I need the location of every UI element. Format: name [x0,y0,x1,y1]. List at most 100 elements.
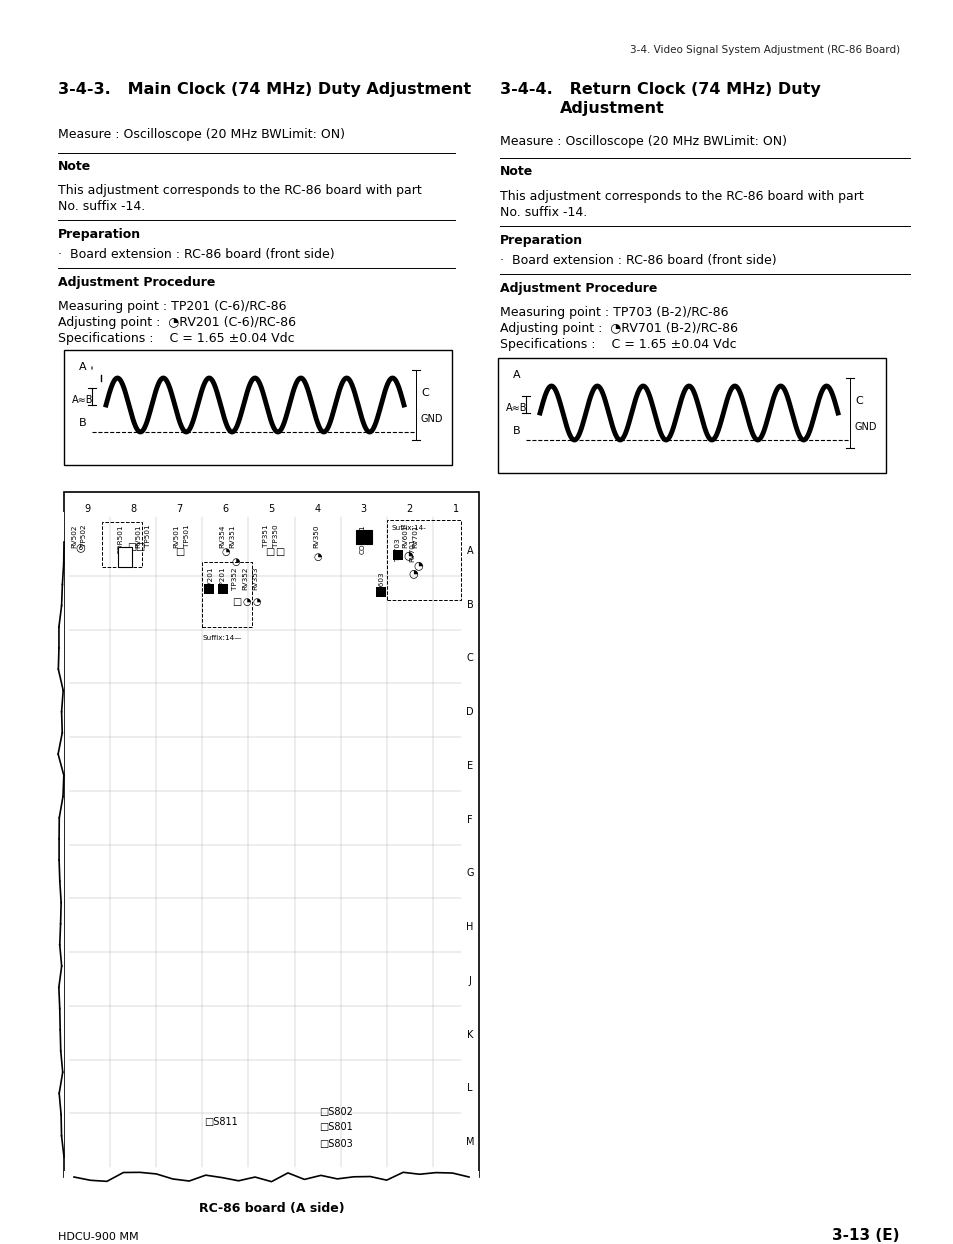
Bar [393,550,402,560]
Text: RV701: RV701 [412,524,417,547]
Text: L: L [467,1084,473,1093]
Text: Note: Note [499,165,533,178]
Text: C: C [854,396,862,406]
Text: Adjusting point :  ◔RV701 (B-2)/RC-86: Adjusting point : ◔RV701 (B-2)/RC-86 [499,322,738,335]
Text: GND: GND [420,414,443,424]
Text: Specifications :    C = 1.65 ±0.04 Vdc: Specifications : C = 1.65 ±0.04 Vdc [499,338,736,351]
Text: ◔: ◔ [232,557,239,567]
Text: RV353: RV353 [253,567,258,591]
Text: □S803: □S803 [318,1140,353,1149]
Text: 1: 1 [453,504,458,514]
Text: No. suffix -14.: No. suffix -14. [499,207,587,219]
Text: H: H [466,922,474,932]
Text: F: F [467,815,473,825]
Text: D: D [466,707,474,717]
Text: 4: 4 [314,504,320,514]
Text: This adjustment corresponds to the RC-86 board with part: This adjustment corresponds to the RC-86… [58,184,421,197]
Bar [202,562,253,627]
Text: RV350: RV350 [314,524,319,547]
Text: C: C [420,388,428,398]
Text: 2: 2 [406,504,413,514]
Bar [386,520,460,600]
Text: RV502: RV502 [71,524,77,547]
Text: B: B [513,425,520,435]
Text: 5: 5 [268,504,274,514]
Bar [375,587,385,597]
Text: 3-13 (E): 3-13 (E) [832,1228,899,1243]
Text: RV601: RV601 [401,524,407,547]
Text: 6: 6 [222,504,228,514]
Bar [218,583,228,593]
Text: Measuring point : TP703 (B-2)/RC-86: Measuring point : TP703 (B-2)/RC-86 [499,306,728,318]
Text: 7: 7 [176,504,182,514]
Text: Adjustment Procedure: Adjustment Procedure [58,276,215,289]
Text: Preparation: Preparation [58,228,141,241]
Text: J: J [468,975,471,986]
Text: TP351: TP351 [263,524,269,546]
Bar [64,491,478,1177]
Text: RV352: RV352 [242,567,248,591]
Bar [102,522,142,567]
Text: TP603: TP603 [378,572,384,595]
Text: TP501: TP501 [184,524,190,546]
Text: A: A [79,362,87,372]
Text: COR601: COR601 [359,524,365,554]
Text: □: □ [275,547,284,557]
Bar [64,350,452,465]
Text: No. suffix -14.: No. suffix -14. [58,200,145,213]
Text: □: □ [175,547,184,557]
Text: 3: 3 [360,504,366,514]
Text: 3-4-4.   Return Clock (74 MHz) Duty: 3-4-4. Return Clock (74 MHz) Duty [499,82,820,97]
Text: E: E [466,761,473,771]
Text: ◔: ◔ [314,552,322,562]
Text: 3-4-3.   Main Clock (74 MHz) Duty Adjustment: 3-4-3. Main Clock (74 MHz) Duty Adjustme… [58,82,471,97]
Text: □: □ [233,597,241,607]
Text: ◔: ◔ [403,550,414,560]
Text: RC-86 board (A side): RC-86 board (A side) [198,1202,344,1215]
Text: ◔: ◔ [221,547,230,557]
Text: Suffix:14—: Suffix:14— [202,634,241,641]
Text: TP501: TP501 [145,524,151,546]
Text: RV201: RV201 [207,567,213,591]
Text: 9: 9 [84,504,90,514]
Text: Adjustment Procedure: Adjustment Procedure [499,282,657,295]
Text: TP502: TP502 [81,524,87,546]
Text: Measuring point : TP201 (C-6)/RC-86: Measuring point : TP201 (C-6)/RC-86 [58,300,286,313]
Text: ·  Board extension : RC-86 board (front side): · Board extension : RC-86 board (front s… [499,254,776,267]
Text: GND: GND [854,422,877,432]
Text: □: □ [265,547,274,557]
Text: HDCU-900 MM: HDCU-900 MM [58,1232,138,1242]
Text: Measure : Oscilloscope (20 MHz BWLimit: ON): Measure : Oscilloscope (20 MHz BWLimit: … [58,128,345,141]
Text: A≈B: A≈B [71,396,93,406]
Bar [497,358,885,473]
Text: Adjusting point :  ◔RV201 (C-6)/RC-86: Adjusting point : ◔RV201 (C-6)/RC-86 [58,316,295,328]
Text: This adjustment corresponds to the RC-86 board with part: This adjustment corresponds to the RC-86… [499,190,862,203]
Text: 8: 8 [130,504,136,514]
Text: B: B [79,418,87,428]
Text: Specifications :    C = 1.65 ±0.04 Vdc: Specifications : C = 1.65 ±0.04 Vdc [58,332,294,345]
Text: ◔: ◔ [242,597,251,607]
Text: □: □ [127,542,136,552]
Text: TP703: TP703 [395,537,400,561]
Text: RV354: RV354 [219,524,225,547]
Bar [64,1171,478,1183]
Text: ◔: ◔ [408,569,418,578]
Text: TP350: TP350 [274,524,279,546]
Text: TP201: TP201 [220,567,226,590]
Text: A: A [513,369,520,379]
Text: □: □ [135,542,144,552]
Text: ◔: ◔ [253,597,260,607]
Text: G: G [466,868,474,878]
Text: □S801: □S801 [318,1122,353,1132]
Text: Suffix:14-: Suffix:14- [392,525,426,531]
Text: C: C [466,653,473,663]
Text: RV701: RV701 [408,537,415,561]
Text: M: M [465,1137,474,1147]
Text: □S811: □S811 [204,1117,237,1127]
Text: TP352: TP352 [233,567,238,590]
Bar [355,530,372,544]
Text: RV501: RV501 [173,524,179,547]
Text: Measure : Oscilloscope (20 MHz BWLimit: ON): Measure : Oscilloscope (20 MHz BWLimit: … [499,136,786,148]
Text: RV351: RV351 [229,524,235,547]
Text: Preparation: Preparation [499,234,582,248]
